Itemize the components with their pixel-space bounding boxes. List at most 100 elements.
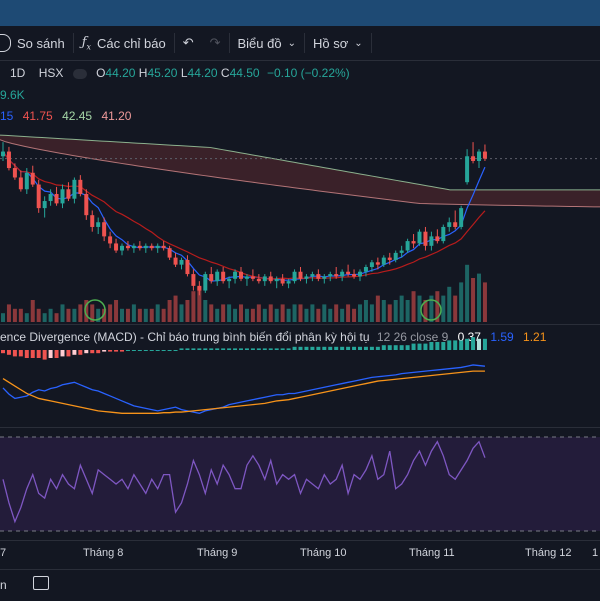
macd-histogram-bar	[423, 343, 428, 350]
volume-bar	[405, 300, 410, 322]
macd-histogram-bar	[72, 350, 77, 355]
indicators-button[interactable]: ƒx Các chỉ báo	[74, 26, 174, 60]
profile-label: Hồ sơ	[312, 35, 349, 51]
volume-bar	[286, 308, 291, 322]
macd-histogram-bar	[197, 348, 202, 350]
candle-body	[334, 274, 339, 277]
open-value: 44.20	[105, 66, 136, 80]
replay-icon[interactable]	[33, 576, 49, 590]
macd-histogram-bar	[18, 350, 23, 357]
volume-bar	[239, 304, 243, 322]
volume-bar	[274, 308, 279, 322]
macd-histogram-bar	[54, 350, 59, 358]
candle-body	[441, 226, 446, 242]
macd-histogram-bar	[143, 350, 148, 351]
bottom-left-icon[interactable]: n	[0, 578, 7, 592]
macd-histogram-bar	[48, 350, 53, 358]
macd-histogram-bar	[471, 337, 476, 350]
volume-bar	[18, 308, 23, 322]
candle-body	[405, 241, 410, 251]
candle-body	[209, 274, 214, 282]
macd-histogram-bar	[149, 350, 154, 351]
volume-bar	[137, 308, 142, 322]
macd-histogram-bar	[375, 346, 380, 350]
volume-bar	[352, 308, 357, 322]
macd-histogram-bar	[381, 345, 386, 350]
function-icon: ƒx	[81, 34, 92, 52]
candle-body	[90, 215, 95, 227]
volume-bar	[12, 308, 17, 322]
candle-body	[280, 278, 285, 284]
volume-bar	[411, 291, 416, 322]
undo-button[interactable]: ↶	[175, 26, 202, 60]
compare-button[interactable]: So sánh	[0, 26, 73, 60]
macd-histogram-bar	[256, 348, 261, 350]
candle-body	[149, 245, 154, 249]
macd-hist-value: 0.37	[457, 330, 481, 344]
macd-histogram-bar	[298, 346, 303, 350]
candle-body	[358, 271, 362, 277]
volume-bar	[48, 308, 53, 322]
volume-bar	[316, 308, 321, 322]
volume-bar	[54, 313, 59, 322]
macd-histogram-bar	[334, 346, 339, 350]
exchange-label[interactable]: HSX	[38, 66, 64, 80]
candle-body	[328, 274, 333, 277]
candle-body	[393, 252, 398, 260]
volume-bar	[96, 308, 101, 322]
volume-bar	[381, 300, 386, 322]
macd-histogram-bar	[12, 350, 17, 357]
macd-histogram-bar	[102, 350, 107, 352]
volume-bar	[387, 304, 392, 322]
volume-bar	[262, 308, 267, 322]
toolbar-divider	[303, 33, 305, 53]
macd-histogram-bar	[262, 348, 267, 350]
app-header-bar	[0, 0, 600, 26]
macd-histogram-bar	[292, 346, 297, 350]
volume-bar	[221, 304, 226, 322]
volume-bar	[340, 308, 345, 322]
macd-histogram-bar	[84, 350, 89, 354]
volume-bar	[322, 304, 327, 322]
volume-bar	[161, 308, 166, 322]
candle-body	[375, 262, 380, 265]
volume-legend: 9.6K	[0, 88, 25, 102]
profile-dropdown[interactable]: Hồ sơ ⌄	[305, 26, 371, 60]
volume-bar	[66, 308, 71, 322]
signal-marker	[420, 299, 442, 321]
redo-button[interactable]: ↷	[202, 26, 229, 60]
candle-body	[66, 189, 71, 199]
volume-bar	[304, 308, 309, 322]
volume-bar	[24, 313, 29, 322]
time-axis-separator	[0, 540, 600, 541]
volume-bar	[482, 282, 487, 322]
volume-bar	[363, 300, 368, 322]
candle-body	[471, 156, 476, 161]
candle-body	[108, 236, 113, 244]
volume-bar	[477, 273, 481, 322]
volume-bar	[250, 308, 255, 322]
toolbar-divider	[228, 33, 230, 53]
pane-separator[interactable]	[0, 324, 600, 325]
macd-histogram-bar	[310, 346, 315, 350]
candle-body	[411, 241, 416, 244]
volume-bar	[155, 304, 160, 322]
interval-label[interactable]: 1D	[10, 66, 26, 80]
macd-histogram-bar	[137, 350, 142, 351]
volume-bar	[84, 300, 89, 322]
ohlc-values: O44.20 H45.20 L44.20 C44.50 −0.10 (−0.22…	[96, 66, 350, 80]
macd-histogram-bar	[244, 348, 249, 350]
indicators-label: Các chỉ báo	[97, 35, 166, 51]
time-axis[interactable]: 7 Tháng 8 Tháng 9 Tháng 10 Tháng 11 Thán…	[0, 541, 600, 565]
candle-body	[36, 184, 41, 209]
volume-bar	[6, 304, 11, 322]
pane-separator[interactable]	[0, 427, 600, 428]
candle-body	[30, 172, 35, 185]
volume-bar	[203, 300, 208, 322]
volume-bar	[114, 300, 119, 322]
chevron-down-icon: ⌄	[354, 37, 363, 49]
high-value: 45.20	[147, 66, 178, 80]
volume-bar	[30, 300, 35, 322]
chart-type-dropdown[interactable]: Biểu đồ ⌄	[230, 26, 304, 60]
